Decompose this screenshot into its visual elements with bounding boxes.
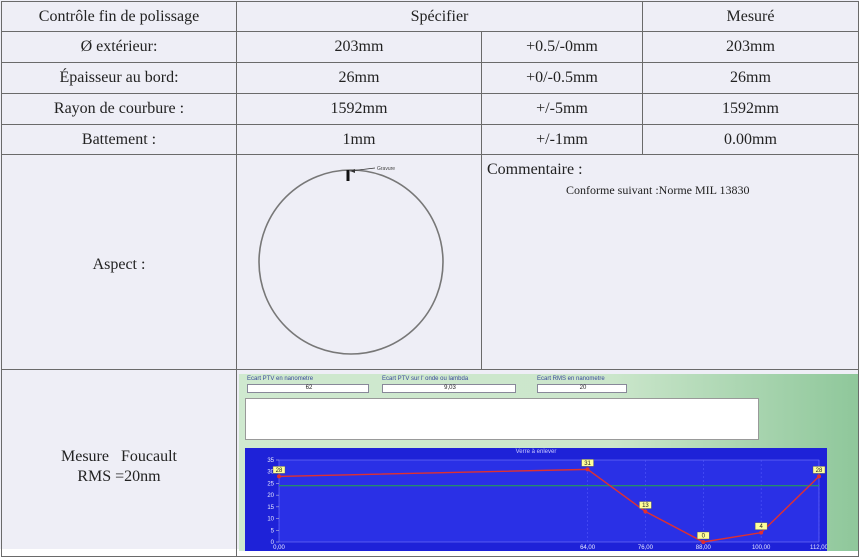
data-label-box [812,466,826,474]
data-label-box [754,522,768,530]
row-label: Ø extérieur: [1,31,237,63]
comment-title: Commentaire : [487,161,583,178]
field-label: Ecart RMS en nanometre [537,376,605,382]
header-control: Contrôle fin de polissage [1,1,237,32]
row-spec: 26mm [236,62,482,94]
y-tick-label: 20 [267,493,274,499]
y-tick-label: 10 [267,517,274,523]
rms-nm-field: 20 [537,384,627,393]
comment-cell: Commentaire : Conforme suivant :Norme MI… [481,154,859,370]
field-label: Ecart PTV en nanometre [247,376,314,382]
data-label: 28 [816,468,823,474]
data-point [817,474,821,479]
row-measured: 26mm [642,62,859,94]
plot-panel: Verre à enlever 0 5 10 15 20 25 30 35 0,00 64,00 7… [245,448,827,551]
data-label-box [697,531,710,540]
data-point [277,474,281,479]
series-line [278,468,820,543]
row-label: Épaisseur au bord: [1,62,237,94]
y-tick-label: 15 [267,505,274,511]
foucault-rms: RMS =20nm [77,467,161,485]
row-spec: 1592mm [236,93,482,125]
marker-label: Gravure [377,166,395,172]
row-measured: 0.00mm [642,124,859,155]
header-row: Contrôle fin de polissage Spécifier Mesu… [1,1,859,32]
data-label-box [639,501,652,509]
row-tolerance: +0/-0.5mm [481,62,643,94]
lens-outline-drawing: Gravure [258,166,444,355]
row-tolerance: +0.5/-0mm [481,31,643,63]
ptv-nm-field: 62 [247,384,369,393]
row-label: Rayon de courbure : [1,93,237,125]
table-row: Ø extérieur: 203mm +0.5/-0mm 203mm [1,31,859,63]
row-tolerance: +/-5mm [481,93,643,125]
row-spec: 1mm [236,124,482,155]
table-row: Battement : 1mm +/-1mm 0.00mm [1,124,859,155]
data-point [585,467,590,472]
row-tolerance: +/-1mm [481,124,643,155]
foucault-software-capture: Ecart PTV en nanometre 62 Ecart PTV sur … [236,369,859,557]
ptv-lambda-field: 9,03 [382,384,516,393]
data-label: 13 [642,503,649,509]
data-label-box [581,459,594,467]
y-tick-label: 30 [267,470,274,476]
row-label: Battement : [1,124,237,155]
plot-title: Verre à enlever [515,449,557,455]
table-row: Épaisseur au bord: 26mm +0/-0.5mm 26mm [1,62,859,94]
y-tick-label: 5 [271,528,275,534]
data-label: 4 [759,524,763,530]
header-measured: Mesuré [642,1,859,32]
row-spec: 203mm [236,31,482,63]
data-label: 28 [276,468,283,474]
x-tick-label: 100,00 [752,545,771,551]
foucault-chart: 0 5 10 15 20 25 30 35 0,00 64,00 76,00 88,00 100,00 1… [267,458,827,551]
row-measured: 1592mm [642,93,859,125]
comment-text: Conforme suivant :Norme MIL 13830 [566,183,750,197]
data-point [643,509,648,514]
aspect-row: Aspect : Gravure Commentaire : Conforme … [1,154,859,370]
y-tick-label: 0 [271,540,275,546]
aspect-drawing-cell: Gravure [236,154,482,370]
field-label: Ecart PTV sur l' onde ou lambda [382,376,469,382]
foucault-title: Mesure Foucault [61,447,177,465]
foucault-row: Mesure Foucault RMS =20nm Ecart PTV en n… [1,369,859,557]
lens-circle [258,169,444,355]
x-tick-label: 88,00 [696,545,712,551]
x-tick-label: 76,00 [638,545,654,551]
data-point [759,530,764,535]
x-tick-label: 112,00 [810,545,827,551]
foucault-cell: Mesure Foucault RMS =20nm [1,369,237,557]
data-point [701,540,706,544]
plot-area [278,459,820,543]
row-measured: 203mm [642,31,859,63]
header-specify: Spécifier [236,1,643,32]
data-label: 0 [702,534,706,540]
y-tick-label: 25 [267,481,274,487]
data-label-box [272,466,286,474]
data-label: 31 [584,461,591,467]
software-window: Ecart PTV en nanometre 62 Ecart PTV sur … [239,374,858,551]
y-tick-label: 35 [267,458,274,464]
arrow-head-icon [350,169,355,173]
memo-box [245,398,759,440]
x-tick-label: 64,00 [580,545,596,551]
aspect-label: Aspect : [1,154,237,370]
table-row: Rayon de courbure : 1592mm +/-5mm 1592mm [1,93,859,125]
x-tick-label: 0,00 [273,545,285,551]
